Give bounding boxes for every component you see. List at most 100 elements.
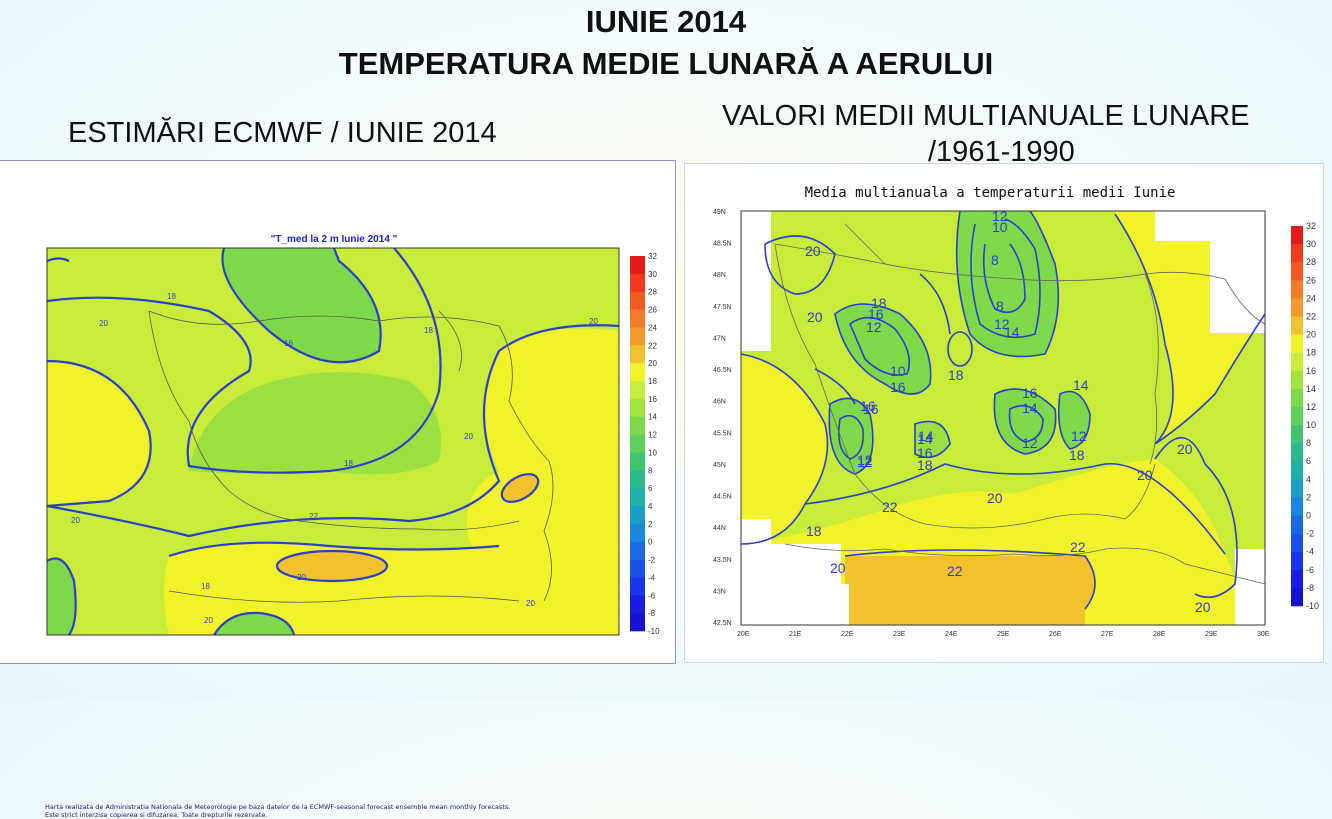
longitude-tick-label: 27E: [1101, 631, 1114, 638]
contour-label: 20: [1195, 599, 1211, 615]
multiannual-colorbar-label: 8: [1306, 438, 1311, 448]
multiannual-colorbar-label: -6: [1306, 565, 1314, 575]
contour-label: 16: [868, 306, 884, 322]
contour-label: 20: [807, 309, 823, 325]
longitude-tick-label: 21E: [789, 631, 802, 638]
contour-label: 16: [890, 379, 906, 395]
multiannual-colorbar-label: 30: [1306, 239, 1316, 249]
multiannual-colorbar-swatch: [1291, 334, 1303, 353]
longitude-tick-label: 28E: [1153, 631, 1166, 638]
ecmwf-footnote: Harta realizata de Administratia Nationa…: [45, 803, 645, 819]
contour-label: 16: [284, 339, 293, 348]
longitude-tick-label: 25E: [997, 631, 1010, 638]
ecmwf-colorbar-swatch: [630, 559, 645, 578]
contour-label: 10: [890, 363, 906, 379]
multiannual-colorbar-label: 24: [1306, 293, 1316, 303]
longitude-tick-label: 24E: [945, 631, 958, 638]
contour-label: 20: [1137, 467, 1153, 483]
multiannual-colorbar-label: 2: [1306, 492, 1311, 502]
multiannual-colorbar-swatch: [1291, 587, 1303, 607]
ecmwf-colorbar-swatch: [630, 595, 645, 614]
ecmwf-colorbar-swatch: [630, 363, 645, 382]
ecmwf-colorbar-label: 2: [648, 520, 653, 529]
contour-label: 20: [71, 516, 80, 525]
contour-label: 14: [1004, 324, 1020, 340]
ecmwf-colorbar-label: -4: [648, 573, 656, 582]
ecmwf-colorbar-swatch: [630, 398, 645, 418]
contour-label: 14: [1073, 377, 1089, 393]
contour-label: 18: [806, 523, 822, 539]
multiannual-colorbar-swatch: [1291, 497, 1303, 516]
ecmwf-colorbar-swatch: [630, 506, 645, 525]
ecmwf-field: [47, 248, 619, 635]
contour-label: 20: [589, 317, 598, 326]
longitude-tick-label: 30E: [1257, 631, 1270, 638]
contour-label: 22: [1070, 539, 1086, 555]
title-line-2: TEMPERATURA MEDIE LUNARĂ A AERULUI: [338, 46, 994, 81]
field-hot-spot: [277, 551, 387, 581]
ecmwf-contours: [46, 247, 620, 636]
field-cool-north: [222, 248, 381, 363]
ecmwf-colorbar-label: 14: [648, 413, 657, 422]
multiannual-colorbar-label: -8: [1306, 583, 1314, 593]
ecmwf-colorbar-label: 10: [648, 448, 657, 457]
longitude-tick-label: 22E: [841, 631, 854, 638]
ecmwf-colorbar-swatch: [630, 381, 645, 400]
contour-label: 18: [1069, 447, 1085, 463]
footnote-line-1: Harta realizata de Administratia Nationa…: [45, 803, 511, 811]
latitude-tick-label: 43N: [713, 588, 726, 595]
contour-label: 14: [1022, 400, 1038, 416]
multiannual-colorbar-swatch: [1291, 262, 1303, 281]
latitude-tick-label: 48N: [713, 272, 726, 279]
ecmwf-colorbar-label: 0: [648, 538, 653, 547]
contour-label: 18: [917, 457, 933, 473]
contour-label: 10: [992, 219, 1008, 235]
multiannual-colorbar-swatch: [1291, 406, 1303, 426]
longitude-tick-label: 26E: [1049, 631, 1062, 638]
ecmwf-colorbar-label: 24: [648, 323, 657, 332]
multiannual-contour-labels: 20 20 18 16 12 10 16 12 10 8 8 12 14 18 …: [805, 208, 1211, 615]
contour-label: 18: [871, 295, 887, 311]
ecmwf-colorbar-swatch: [630, 327, 645, 346]
multiannual-colorbar-swatch: [1291, 352, 1303, 372]
contour-label: 20: [1177, 441, 1193, 457]
contour-label: 12: [1071, 428, 1087, 444]
ecmwf-colorbar-label: 6: [648, 484, 653, 493]
multiannual-colorbar-swatch: [1291, 479, 1303, 498]
ecmwf-colorbar-label: 32: [648, 252, 657, 261]
multiannual-colorbar-swatch: [1291, 461, 1303, 480]
ecmwf-colorbar-swatch: [630, 309, 645, 328]
contour-label: 8: [991, 252, 999, 268]
ecmwf-colorbar-label: -8: [648, 609, 656, 618]
ecmwf-colorbar-swatch: [630, 256, 645, 275]
contour-label: 20: [99, 319, 108, 328]
latitude-tick-label: 42.5N: [713, 620, 732, 627]
ecmwf-colorbar-label: -6: [648, 591, 656, 600]
multiannual-map-title: Media multianuala a temperaturii medii I…: [805, 185, 1176, 201]
latitude-tick-label: 44.5N: [713, 494, 732, 501]
multiannual-colorbar-label: 20: [1306, 330, 1316, 340]
ecmwf-map: "T_med la 2 m Iunie 2014 ": [46, 234, 660, 636]
contour-label: 12: [992, 208, 1008, 224]
multiannual-colorbar-label: 10: [1306, 420, 1316, 430]
latitude-tick-label: 43.5N: [713, 557, 732, 564]
multiannual-colorbar-label: 32: [1306, 221, 1316, 231]
ecmwf-colorbar-swatch: [630, 470, 645, 489]
multiannual-colorbar-label: 28: [1306, 257, 1316, 267]
contour-label: 12: [994, 316, 1010, 332]
contour-label: 20: [526, 599, 535, 608]
ecmwf-colorbar-swatch: [630, 523, 645, 543]
ecmwf-colorbar-label: 8: [648, 466, 653, 475]
latitude-tick-label: 45N: [713, 462, 726, 469]
ecmwf-borders: [148, 310, 554, 603]
ecmwf-colorbar-label: 18: [648, 377, 657, 386]
ecmwf-colorbar-label: 4: [648, 502, 653, 511]
field-cool-south: [214, 612, 294, 635]
footnote-line-2: Este strict interzisa copierea si difuza…: [45, 811, 268, 819]
ecmwf-colorbar-label: 12: [648, 431, 657, 440]
longitude-ticks: 20E 21E 22E 23E 24E 25E 26E 27E 28E 29E 30E: [737, 631, 1270, 638]
multiannual-map: Media multianuala a temperaturii medii I…: [713, 185, 1319, 638]
latitude-ticks: 49N 48.5N 48N 47.5N 47N 46.5N 46N 45.5N 45N 44.5N…: [713, 209, 732, 627]
multiannual-colorbar-swatch: [1291, 551, 1303, 571]
